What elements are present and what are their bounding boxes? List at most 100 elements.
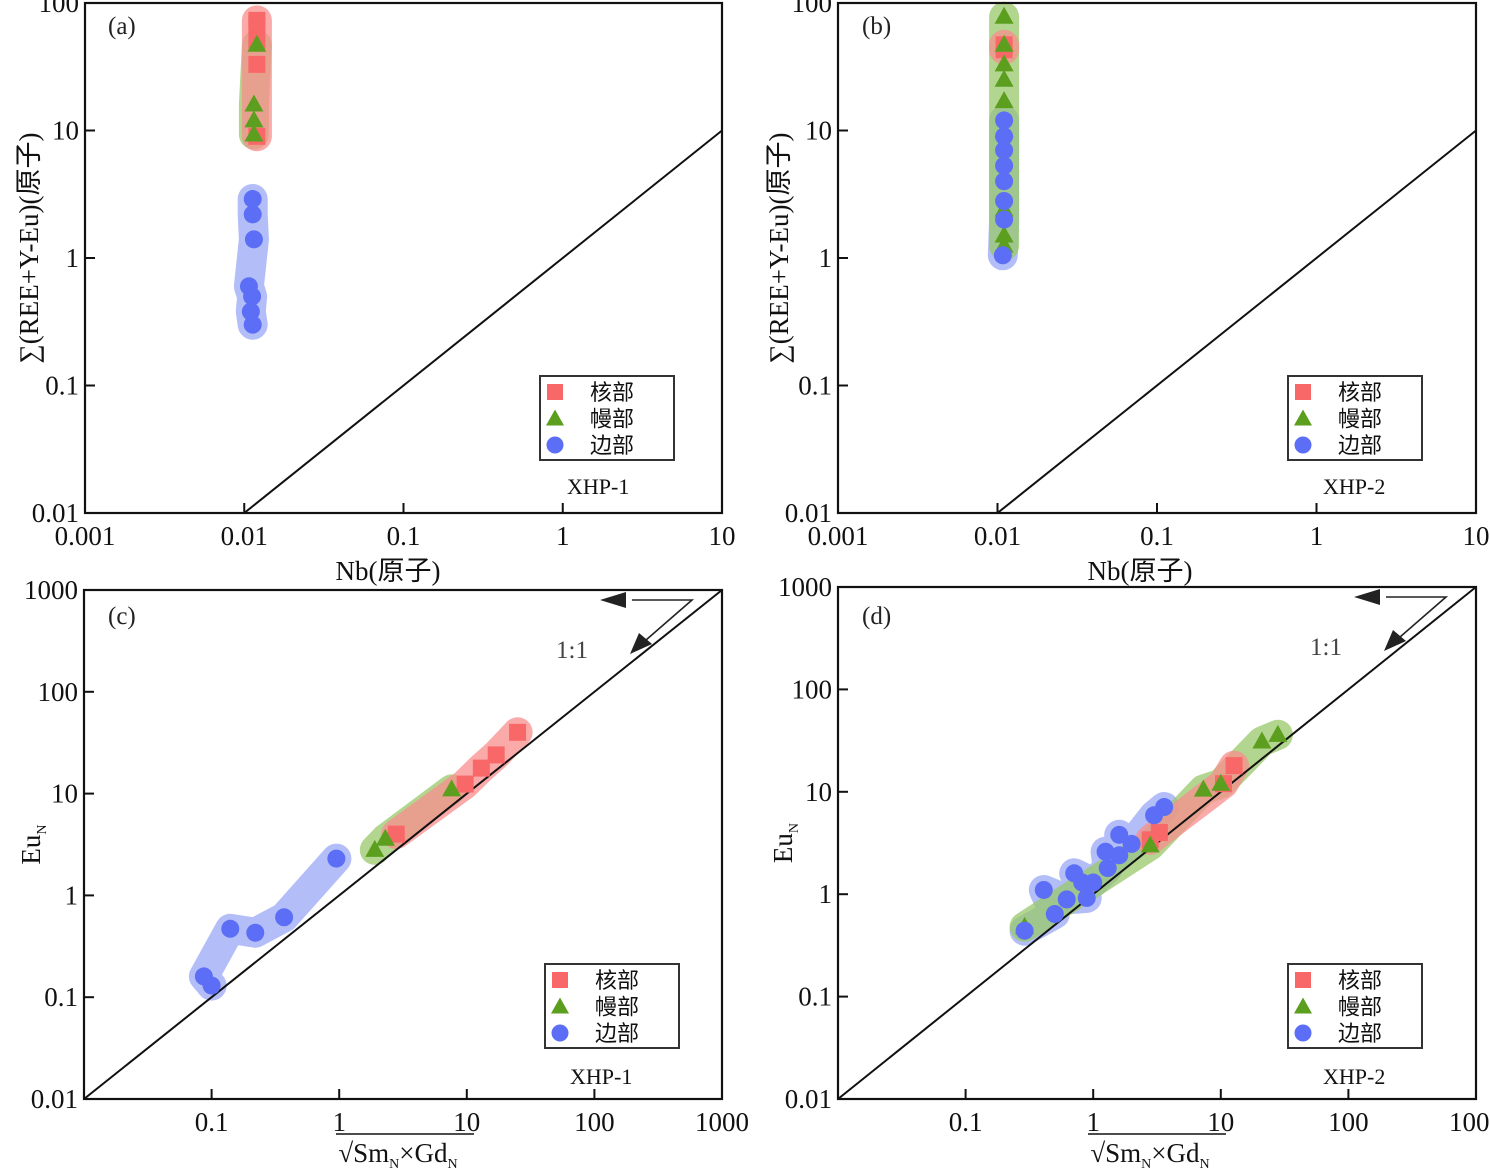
- legend-label-core: 核部: [1338, 381, 1382, 406]
- x-tick-label: 0.1: [1140, 521, 1174, 551]
- rim-marker: [993, 246, 1012, 265]
- legend-label-mantle: 幔部: [590, 408, 634, 433]
- legend-triangle-icon: [1294, 409, 1312, 426]
- legend-triangle-icon: [546, 409, 564, 426]
- x-tick-label: 0.1: [949, 1107, 983, 1137]
- mantle-marker: [244, 94, 264, 112]
- mantle-marker: [994, 69, 1014, 87]
- core-marker: [248, 16, 266, 34]
- x-tick-label: 0.001: [55, 521, 116, 551]
- legend-square-icon: [1295, 384, 1311, 400]
- rim-marker: [995, 210, 1014, 229]
- sample-label: XHP-1: [570, 1064, 632, 1089]
- legend-label-core: 核部: [595, 969, 639, 994]
- sample-label: XHP-1: [567, 474, 629, 499]
- arrow-left-icon: [1354, 589, 1380, 605]
- rim-marker: [1110, 825, 1129, 844]
- y-axis-title: ∑(REE+Y-Eu)(原子): [14, 133, 44, 364]
- y-axis-title: EuN: [16, 824, 50, 864]
- legend-circle-icon: [551, 1024, 569, 1042]
- x-tick-label: 1: [1310, 521, 1324, 551]
- x-axis-title: Nb(原子): [336, 556, 441, 586]
- legend-label-rim: 边部: [1338, 1022, 1382, 1047]
- legend-label-core: 核部: [590, 381, 634, 406]
- x-tick-label: 0.1: [195, 1107, 229, 1137]
- y-tick-label: 10: [52, 116, 79, 146]
- sample-label: XHP-2: [1323, 1064, 1385, 1089]
- mantle-marker: [375, 828, 395, 846]
- mantle-marker: [994, 91, 1014, 109]
- mantle-marker: [1268, 724, 1288, 742]
- rim-marker: [243, 190, 262, 209]
- legend-square-icon: [552, 972, 568, 988]
- rim-marker: [1057, 890, 1076, 909]
- rim-marker: [995, 156, 1014, 175]
- legend-square-icon: [1295, 972, 1311, 988]
- panel-label: (c): [108, 603, 136, 630]
- core-marker: [1150, 824, 1168, 842]
- rim-marker: [1096, 842, 1115, 861]
- legend-label-rim: 边部: [590, 434, 634, 459]
- rim-marker: [275, 908, 294, 927]
- x-tick-label: 0.001: [808, 521, 869, 551]
- rim-marker: [1015, 921, 1034, 940]
- x-tick-label: 0.01: [221, 521, 268, 551]
- legend-label-core: 核部: [1338, 969, 1382, 994]
- rim-marker: [221, 919, 240, 938]
- mantle-marker: [1211, 773, 1231, 791]
- legend-circle-icon: [1294, 1024, 1312, 1042]
- arrow-left-icon: [600, 592, 626, 608]
- ratio-annotation: 1:1: [556, 637, 588, 664]
- legend-label-rim: 边部: [595, 1022, 639, 1047]
- legend-label-mantle: 幔部: [1338, 408, 1382, 433]
- one-to-one-line: [83, 589, 723, 1100]
- y-tick-label: 1: [65, 880, 79, 910]
- panel-label: (a): [108, 13, 136, 40]
- rim-marker: [995, 127, 1014, 146]
- legend-triangle-icon: [551, 997, 569, 1014]
- mantle-marker: [994, 54, 1014, 72]
- legend-circle-icon: [546, 436, 564, 454]
- core-marker: [387, 825, 405, 843]
- rim-marker: [995, 111, 1014, 130]
- mantle-marker: [442, 779, 462, 797]
- legend-square-icon: [547, 384, 563, 400]
- x-axis-title: √SmN×GdN: [1090, 1138, 1209, 1171]
- x-tick-label: 10: [1207, 1107, 1234, 1137]
- rim-marker: [243, 287, 262, 306]
- core-marker: [487, 746, 505, 764]
- y-tick-label: 1: [819, 879, 833, 909]
- rim-marker: [243, 205, 262, 224]
- rim-marker: [327, 849, 346, 868]
- y-tick-label: 100: [792, 0, 833, 18]
- arrow-down-left-icon: [630, 633, 652, 654]
- core-marker: [456, 775, 474, 793]
- x-tick-label: 0.1: [387, 521, 421, 551]
- x-tick-label: 1000: [695, 1107, 749, 1137]
- mantle-marker: [1252, 731, 1272, 749]
- axes-frame: [836, 585, 1478, 1101]
- y-tick-label: 1000: [778, 572, 832, 602]
- y-tick-label: 0.1: [45, 371, 79, 401]
- x-tick-label: 100: [1328, 1107, 1369, 1137]
- legend-label-mantle: 幔部: [1338, 996, 1382, 1021]
- x-tick-label: 1: [556, 521, 570, 551]
- y-tick-label: 0.1: [798, 371, 832, 401]
- rim-marker: [243, 315, 262, 334]
- rim-marker: [1155, 798, 1174, 817]
- y-tick-label: 0.1: [44, 982, 78, 1012]
- arrow-path: [1386, 596, 1449, 638]
- rim-marker: [1034, 880, 1053, 899]
- y-tick-label: 10: [805, 116, 832, 146]
- legend-label-rim: 边部: [1338, 434, 1382, 459]
- rim-marker: [244, 230, 263, 249]
- arrow-down-left-icon: [1384, 630, 1406, 651]
- panel-b: 0.001 0.01 0.1 1 100.010.1110100(b)Nb(原子)∑(R…: [764, 0, 1490, 586]
- panel-a: 0.001 0.01 0.1 1 100.010.1110100(a)Nb(原子)∑(R…: [14, 0, 736, 586]
- x-tick-label: 0.01: [974, 521, 1021, 551]
- y-tick-label: 100: [39, 0, 80, 18]
- y-tick-label: 1: [66, 243, 80, 273]
